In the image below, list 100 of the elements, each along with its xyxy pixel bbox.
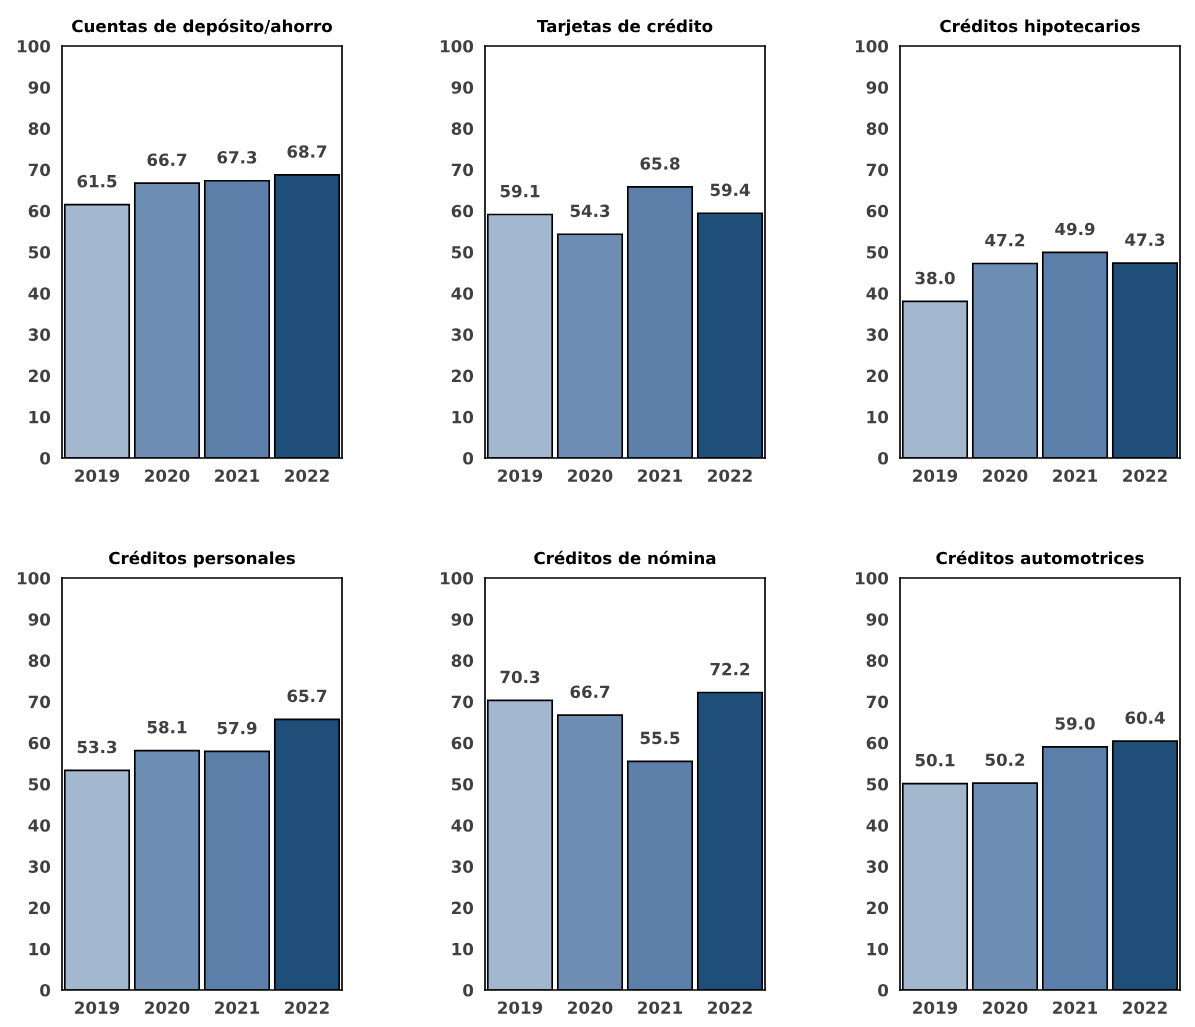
y-tick-label: 80 [28,122,51,135]
x-tick-label: 2022 [1123,469,1167,483]
y-tick-label: 90 [866,613,889,626]
data-label: 47.2 [985,233,1025,247]
x-tick-label: 2022 [708,469,752,483]
y-tick-label: 90 [451,613,474,626]
y-tick-label: 60 [451,736,474,750]
data-label: 66.7 [570,685,610,699]
y-tick-label: 60 [28,204,51,218]
y-tick-label: 10 [29,942,51,956]
data-label: 70.3 [500,670,540,684]
data-label: 61.5 [77,174,117,188]
y-tick-label: 30 [28,328,51,341]
x-tick-label: 2020 [983,469,1028,483]
data-label: 65.7 [287,689,327,703]
x-tick-label: 2019 [75,469,120,483]
y-tick-label: 40 [451,287,474,300]
y-tick-label: 0 [463,983,474,997]
y-tick-label: 90 [28,613,51,626]
chart-title: Tarjetas de crédito [537,18,713,36]
data-label: 72.2 [710,662,750,676]
y-tick-label: 10 [867,410,889,424]
y-tick-label: 0 [40,983,51,997]
chart-title: Créditos automotrices [936,550,1144,565]
y-tick-label: 20 [867,901,889,915]
y-tick-label: 100 [440,571,474,585]
x-tick-label: 2021 [215,1001,260,1015]
y-tick-label: 40 [866,287,889,300]
x-tick-label: 2022 [285,1001,329,1015]
y-tick-label: 50 [28,245,51,259]
data-label: 59.0 [1055,717,1095,730]
data-label: 60.4 [1125,711,1165,725]
y-tick-label: 10 [867,942,889,956]
y-tick-label: 70 [451,163,474,177]
y-tick-label: 0 [40,451,51,465]
data-label: 38.0 [915,271,955,285]
y-tick-label: 30 [28,860,51,873]
x-tick-label: 2021 [638,469,683,483]
x-tick-label: 2020 [145,1001,190,1015]
data-label: 59.1 [500,184,540,198]
data-label: 49.9 [1055,222,1095,236]
x-tick-label: 2020 [568,469,613,483]
y-tick-label: 70 [866,695,889,709]
y-tick-label: 20 [867,369,889,383]
x-tick-label: 2022 [1123,1001,1167,1015]
y-tick-label: 90 [28,81,51,94]
data-label: 57.9 [217,721,257,735]
x-tick-label: 2019 [498,1001,543,1015]
data-label: 54.3 [570,204,610,218]
y-tick-label: 20 [452,369,474,383]
x-tick-label: 2020 [145,469,190,483]
y-tick-label: 80 [28,654,51,667]
y-tick-label: 0 [463,451,474,465]
y-tick-label: 80 [451,122,474,135]
y-tick-label: 20 [29,901,51,915]
y-tick-label: 100 [440,39,474,53]
y-tick-label: 100 [855,39,889,53]
y-tick-label: 10 [452,942,474,956]
x-tick-label: 2020 [568,1001,613,1015]
x-tick-label: 2019 [498,469,543,483]
y-tick-label: 40 [28,819,51,832]
x-tick-label: 2022 [708,1001,752,1015]
y-tick-label: 50 [451,777,474,791]
y-tick-label: 60 [866,204,889,218]
x-tick-label: 2019 [75,1001,120,1015]
y-tick-label: 50 [866,245,889,259]
y-tick-label: 10 [452,410,474,424]
chart-title: Créditos personales [109,550,295,568]
y-tick-label: 40 [866,819,889,832]
y-tick-label: 90 [451,81,474,94]
data-label: 66.7 [147,153,187,167]
x-tick-label: 2020 [983,1001,1028,1015]
y-tick-label: 30 [866,328,889,341]
data-label: 58.1 [147,720,187,734]
chart-title: Créditos hipotecarios [940,18,1140,36]
y-tick-label: 20 [452,901,474,915]
data-label: 50.1 [915,753,955,767]
data-label: 55.5 [640,731,680,745]
y-tick-label: 10 [29,410,51,424]
y-tick-label: 80 [866,122,889,135]
data-label: 65.8 [640,157,680,170]
y-tick-label: 60 [28,736,51,750]
x-tick-label: 2021 [1053,469,1098,483]
y-tick-label: 30 [451,328,474,341]
y-tick-label: 50 [866,777,889,791]
y-tick-label: 60 [451,204,474,218]
x-tick-label: 2021 [638,1001,683,1015]
y-tick-label: 70 [28,163,51,177]
y-tick-label: 100 [17,39,51,53]
y-tick-label: 100 [17,571,51,585]
data-label: 59.4 [710,183,750,197]
data-label: 53.3 [77,740,117,754]
data-label: 50.2 [985,753,1025,767]
y-tick-label: 50 [28,777,51,791]
chart-title: Cuentas de depósito/ahorro [72,18,333,36]
y-tick-label: 0 [878,983,889,997]
y-tick-label: 20 [29,369,51,383]
y-tick-label: 80 [866,654,889,667]
x-tick-label: 2019 [913,1001,958,1015]
y-tick-label: 30 [451,860,474,873]
